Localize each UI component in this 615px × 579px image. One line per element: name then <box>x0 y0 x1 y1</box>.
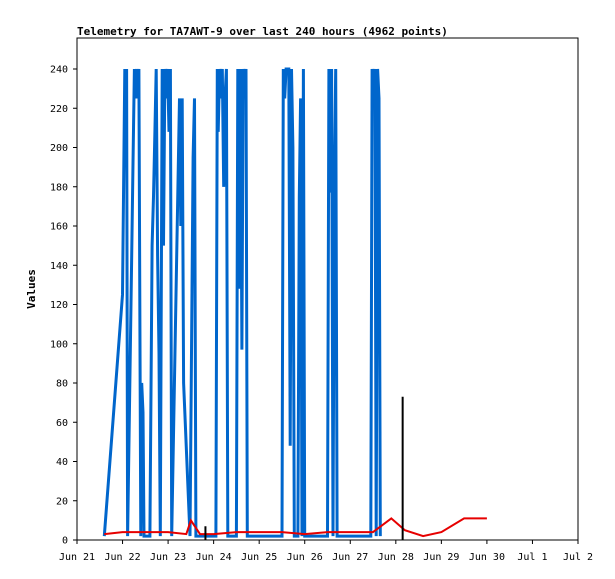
y-tick-label: 180 <box>50 182 68 193</box>
y-tick-label: 0 <box>62 536 68 547</box>
x-axis: Jun 21 Jun 22 Jun 23 Jun 24 Jun 25 Jun 26 Jun … <box>59 540 593 563</box>
x-tick-label: Jun 27 <box>332 552 368 563</box>
y-tick-label: 80 <box>56 379 68 390</box>
series-line-1 <box>104 517 487 538</box>
x-tick-label: Jun 22 <box>104 552 140 563</box>
y-tick-label: 60 <box>56 418 68 429</box>
x-tick-label: Jun 30 <box>469 552 505 563</box>
y-tick-label: 200 <box>50 143 68 154</box>
y-axis-label: Values <box>25 269 38 309</box>
y-tick-label: 120 <box>50 300 68 311</box>
series-layer <box>102 67 487 540</box>
x-tick-label: Jun 28 <box>378 552 414 563</box>
y-tick-label: 240 <box>50 65 68 76</box>
x-tick-label: Jun 24 <box>196 552 232 563</box>
x-tick-label: Jun 25 <box>241 552 277 563</box>
x-tick-label: Jul 1 <box>517 552 547 563</box>
x-tick-label: Jun 29 <box>423 552 459 563</box>
y-tick-label: 40 <box>56 457 68 468</box>
y-tick-label: 220 <box>50 104 68 115</box>
series-line-0 <box>102 67 382 538</box>
y-axis: 0 20 40 60 80 100 120 140 160 180 200 220 240 <box>50 65 77 547</box>
y-tick-label: 100 <box>50 339 68 350</box>
x-tick-label: Jun 21 <box>59 552 95 563</box>
y-tick-label: 160 <box>50 222 68 233</box>
x-tick-label: Jun 26 <box>287 552 323 563</box>
y-tick-label: 20 <box>56 496 68 507</box>
y-tick-label: 140 <box>50 261 68 272</box>
chart-title: Telemetry for TA7AWT-9 over last 240 hou… <box>77 25 448 38</box>
x-tick-label: Jun 23 <box>150 552 186 563</box>
x-tick-label: Jul 2 <box>563 552 593 563</box>
